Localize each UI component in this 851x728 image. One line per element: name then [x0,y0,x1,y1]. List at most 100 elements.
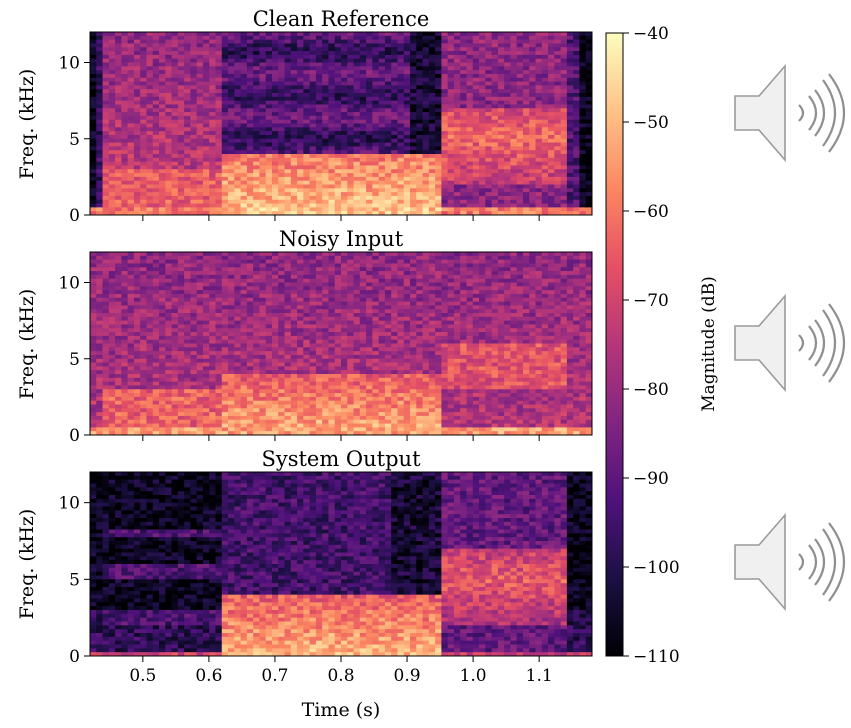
heatmap-cell [341,169,348,173]
heatmap-cell [385,51,392,55]
heatmap-cell [473,124,480,128]
heatmap-cell [146,424,153,428]
heatmap-cell [103,89,110,93]
heatmap-cell [228,158,235,162]
heatmap-cell [197,385,204,389]
heatmap-cell [316,169,323,173]
heatmap-cell [548,131,555,135]
heatmap-cell [90,177,97,181]
heatmap-cell [134,158,141,162]
heatmap-cell [172,313,179,317]
heatmap-cell [190,192,197,196]
heatmap-cell [140,116,147,120]
heatmap-cell [203,181,210,185]
heatmap-cell [266,192,273,196]
heatmap-cell [335,188,342,192]
heatmap-cell [310,85,317,89]
heatmap-cell [498,135,505,139]
heatmap-cell [272,63,279,67]
heatmap-cell [542,131,549,135]
heatmap-cell [529,36,536,40]
heatmap-cell [184,298,191,302]
heatmap-cell [115,135,122,139]
heatmap-cell [159,290,166,294]
heatmap-cell [203,347,210,351]
heatmap-cell [485,82,492,86]
heatmap-cell [190,63,197,67]
heatmap-cell [492,66,499,70]
heatmap-cell [291,55,298,59]
heatmap-cell [209,290,216,294]
heatmap-cell [140,347,147,351]
heatmap-cell [96,93,103,97]
heatmap-cell [165,32,172,36]
heatmap-cell [441,188,448,192]
heatmap-cell [303,112,310,116]
heatmap-cell [529,154,536,158]
heatmap-cell [234,158,241,162]
heatmap-cell [90,196,97,200]
heatmap-cell [96,397,103,401]
heatmap-cell [228,181,235,185]
heatmap-cell [121,200,128,204]
heatmap-cell [128,66,135,70]
heatmap-cell [109,336,116,340]
heatmap-cell [485,143,492,147]
heatmap-cell [184,78,191,82]
heatmap-cell [159,309,166,313]
heatmap-cell [153,116,160,120]
heatmap-cell [416,51,423,55]
heatmap-cell [360,108,367,112]
heatmap-cell [467,127,474,131]
heatmap-cell [184,36,191,40]
heatmap-cell [322,165,329,169]
heatmap-cell [397,36,404,40]
heatmap-cell [441,40,448,44]
heatmap-cell [153,359,160,363]
heatmap-cell [159,162,166,166]
heatmap-cell [241,101,248,105]
heatmap-cell [197,127,204,131]
heatmap-cell [115,263,122,267]
heatmap-cell [216,66,223,70]
heatmap-cell [448,112,455,116]
heatmap-cell [561,120,568,124]
heatmap-cell [172,66,179,70]
heatmap-cell [385,70,392,74]
heatmap-cell [479,70,486,74]
heatmap-cell [561,127,568,131]
heatmap-cell [441,135,448,139]
heatmap-cell [96,344,103,348]
heatmap-cell [222,135,229,139]
heatmap-cell [109,424,116,428]
heatmap-cell [460,74,467,78]
heatmap-cell [121,260,128,264]
heatmap-cell [429,173,436,177]
heatmap-cell [567,120,574,124]
heatmap-cell [90,82,97,86]
heatmap-cell [366,74,373,78]
heatmap-cell [146,47,153,51]
heatmap-cell [278,188,285,192]
heatmap-cell [203,351,210,355]
heatmap-cell [153,97,160,101]
heatmap-cell [140,286,147,290]
heatmap-cell [234,116,241,120]
heatmap-cell [372,177,379,181]
heatmap-cell [222,382,229,386]
heatmap-cell [322,112,329,116]
heatmap-cell [146,116,153,120]
heatmap-cell [278,85,285,89]
heatmap-cell [341,82,348,86]
heatmap-cell [460,82,467,86]
heatmap-cell [197,347,204,351]
heatmap-cell [536,97,543,101]
heatmap-cell [90,146,97,150]
heatmap-cell [448,89,455,93]
heatmap-cell [121,188,128,192]
heatmap-cell [153,302,160,306]
heatmap-cell [278,181,285,185]
heatmap-cell [435,188,442,192]
heatmap-cell [510,47,517,51]
heatmap-cell [404,47,411,51]
